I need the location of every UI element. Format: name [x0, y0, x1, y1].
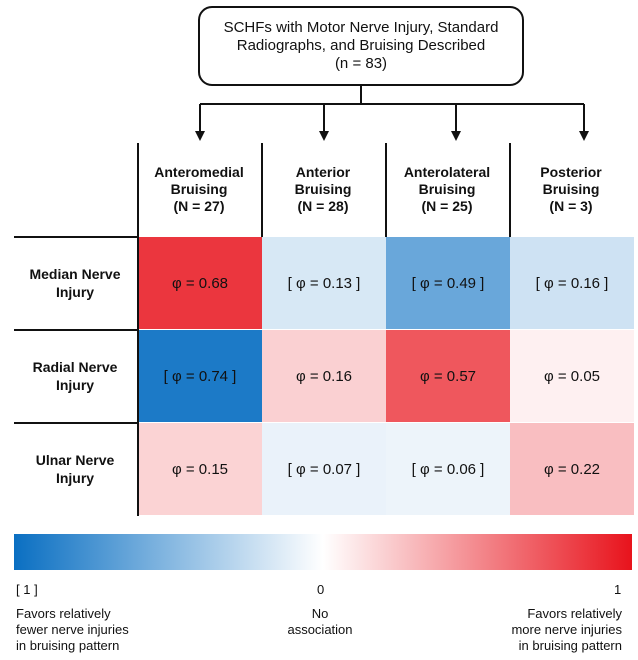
legend-tick-right: 1	[614, 582, 622, 597]
col-header-line: Anterior	[295, 163, 351, 180]
legend-desc-line: more nerve injuries	[511, 622, 622, 637]
cell-value: [ φ = 0.06 ]	[411, 460, 485, 478]
cell-value: φ = 0.22	[543, 460, 600, 478]
grid-line	[261, 143, 263, 237]
grid-line	[509, 143, 511, 237]
row-header-line: Injury	[55, 284, 95, 300]
col-header-anterolateral: Anterolateral Bruising (N = 25)	[386, 143, 508, 235]
legend-desc-line: Favors relatively	[16, 606, 111, 621]
legend-desc-line: association	[287, 622, 353, 637]
legend-color-bar	[14, 534, 632, 570]
col-header-line: Anteromedial	[154, 163, 244, 180]
grid-line	[385, 143, 387, 237]
col-header-anterior: Anterior Bruising (N = 28)	[262, 143, 384, 235]
cell-value: φ = 0.68	[171, 274, 228, 292]
cell-ulnar-anterior: [ φ = 0.07 ]	[262, 423, 386, 515]
cell-value: [ φ = 0.74 ]	[163, 367, 237, 385]
cell-value: φ = 0.15	[171, 460, 228, 478]
col-header-line: (N = 3)	[549, 197, 593, 214]
cell-value: φ = 0.05	[543, 367, 600, 385]
cell-ulnar-anteromedial: φ = 0.15	[138, 423, 262, 515]
row-header-line: Ulnar Nerve	[35, 452, 115, 468]
legend-desc-mid: No association	[270, 606, 370, 638]
cell-median-anterolateral: [ φ = 0.49 ]	[386, 237, 510, 329]
row-header-radial: Radial Nerve Injury	[14, 330, 136, 422]
legend-tick-left: [ 1 ]	[16, 582, 38, 597]
cell-value: [ φ = 0.07 ]	[287, 460, 361, 478]
legend-desc-line: Favors relatively	[527, 606, 622, 621]
col-header-line: Bruising	[542, 180, 600, 197]
grid-line	[14, 329, 138, 331]
cohort-box-line-2: Radiographs, and Bruising Described	[236, 37, 486, 54]
col-header-line: Anterolateral	[403, 163, 491, 180]
legend-desc-line: in bruising pattern	[518, 638, 622, 653]
row-header-median: Median Nerve Injury	[14, 237, 136, 329]
col-header-posterior: Posterior Bruising (N = 3)	[510, 143, 632, 235]
row-header-ulnar: Ulnar Nerve Injury	[14, 423, 136, 515]
cell-value: [ φ = 0.16 ]	[535, 274, 609, 292]
cell-ulnar-anterolateral: [ φ = 0.06 ]	[386, 423, 510, 515]
legend-desc-line: fewer nerve injuries	[16, 622, 129, 637]
col-header-line: (N = 27)	[173, 197, 225, 214]
cohort-box-line-3: (n = 83)	[334, 55, 388, 72]
col-header-line: (N = 25)	[421, 197, 473, 214]
cell-radial-posterior: φ = 0.05	[510, 330, 634, 422]
legend-desc-left: Favors relatively fewer nerve injuries i…	[16, 606, 129, 654]
cell-radial-anteromedial: [ φ = 0.74 ]	[138, 330, 262, 422]
cell-ulnar-posterior: φ = 0.22	[510, 423, 634, 515]
col-header-line: Bruising	[294, 180, 352, 197]
cell-value: [ φ = 0.13 ]	[287, 274, 361, 292]
cell-value: φ = 0.57	[419, 367, 476, 385]
legend-desc-line: No	[311, 606, 329, 621]
col-header-line: Posterior	[540, 163, 602, 180]
col-header-anteromedial: Anteromedial Bruising (N = 27)	[138, 143, 260, 235]
row-header-line: Radial Nerve	[32, 359, 118, 375]
cell-value: [ φ = 0.49 ]	[411, 274, 485, 292]
cell-median-posterior: [ φ = 0.16 ]	[510, 237, 634, 329]
row-header-line: Injury	[55, 377, 95, 393]
grid-line	[14, 422, 138, 424]
legend-desc-line: in bruising pattern	[16, 638, 120, 653]
cohort-box: SCHFs with Motor Nerve Injury, Standard …	[198, 6, 524, 86]
cell-value: φ = 0.16	[295, 367, 352, 385]
cohort-box-line-1: SCHFs with Motor Nerve Injury, Standard	[223, 19, 499, 36]
cell-median-anterior: [ φ = 0.13 ]	[262, 237, 386, 329]
row-header-line: Median Nerve	[29, 266, 121, 282]
grid-line	[14, 236, 138, 238]
legend-tick-mid: 0	[317, 582, 325, 597]
cell-radial-anterolateral: φ = 0.57	[386, 330, 510, 422]
col-header-line: (N = 28)	[297, 197, 349, 214]
col-header-line: Bruising	[170, 180, 228, 197]
legend-desc-right: Favors relatively more nerve injuries in…	[511, 606, 622, 654]
col-header-line: Bruising	[418, 180, 476, 197]
row-header-line: Injury	[55, 470, 95, 486]
cell-radial-anterior: φ = 0.16	[262, 330, 386, 422]
cell-median-anteromedial: φ = 0.68	[138, 237, 262, 329]
